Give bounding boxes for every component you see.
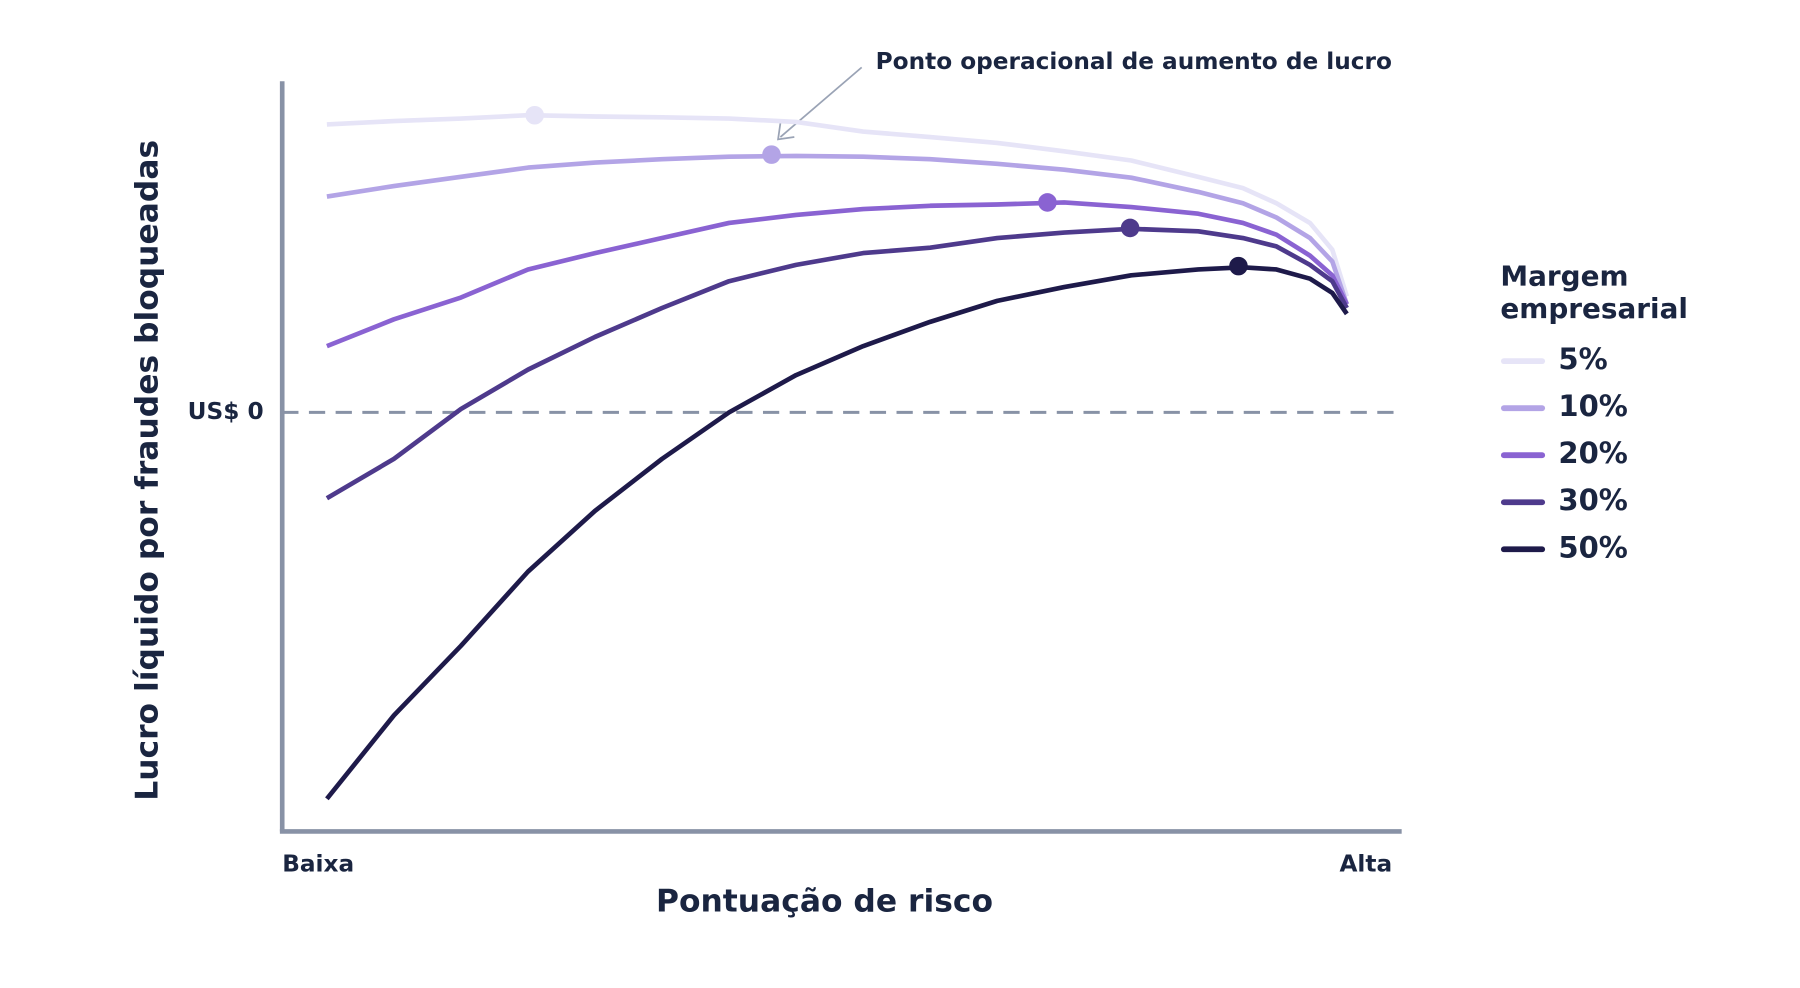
- series-line: [326, 200, 1349, 349]
- y-tick-label: US$ 0: [188, 398, 264, 425]
- annotation-arrow: [779, 66, 863, 138]
- legend-label: 30%: [1558, 483, 1627, 517]
- legend-label: 10%: [1558, 389, 1627, 423]
- series-line: [325, 226, 1349, 501]
- legend-title-box: Margem empresarial: [1500, 260, 1688, 326]
- annotation-arrowhead: [777, 122, 795, 141]
- y-axis-label: Lucro líquido por fraudes bloqueadas: [130, 140, 166, 801]
- legend-title: Margem empresarial: [1500, 260, 1688, 326]
- x-axis-label: Pontuação de risco: [656, 883, 993, 919]
- series-line: [325, 265, 1349, 801]
- peak-point: [762, 145, 781, 164]
- series-line: [326, 153, 1350, 305]
- peak-point: [525, 105, 544, 125]
- legend-label: 20%: [1558, 436, 1627, 470]
- peak-point: [1120, 218, 1140, 238]
- x-tick-label: Alta: [1339, 851, 1392, 878]
- annotation: Ponto operacional de aumento de lucro: [876, 48, 1392, 75]
- x-tick-label: Baixa: [282, 851, 354, 878]
- legend-label: 5%: [1558, 342, 1607, 376]
- peak-point: [1038, 193, 1057, 212]
- legend-label: 50%: [1558, 530, 1627, 564]
- peak-point: [1229, 256, 1248, 276]
